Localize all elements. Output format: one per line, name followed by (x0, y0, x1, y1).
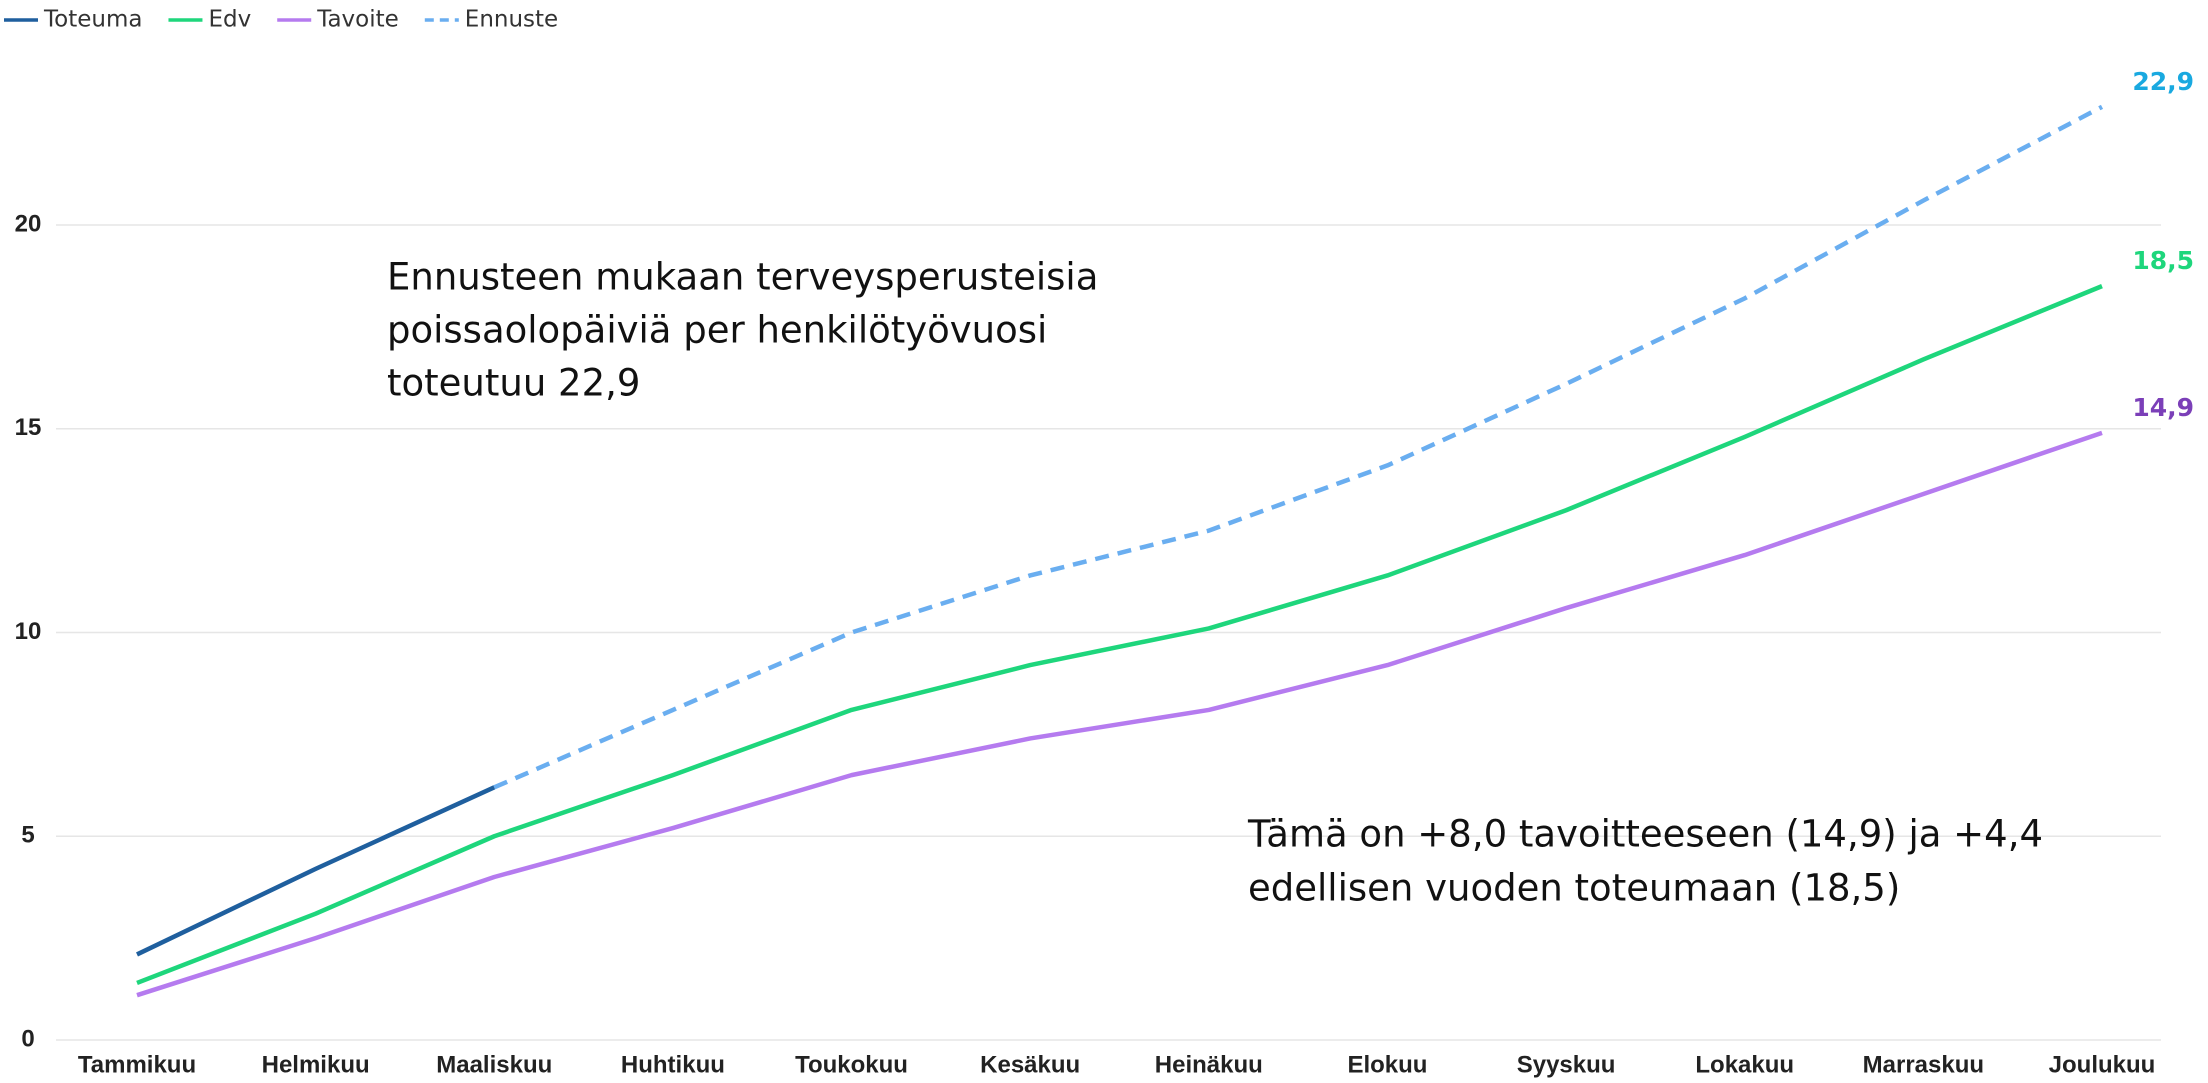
y-tick-label: 0 (21, 1025, 34, 1052)
x-tick-label: Huhtikuu (621, 1051, 725, 1078)
x-tick-label: Lokakuu (1695, 1051, 1794, 1078)
legend-label: Tavoite (316, 7, 399, 33)
line-series (136, 785, 496, 957)
y-tick-label: 15 (15, 414, 42, 441)
x-tick-label: Joulukuu (2049, 1051, 2156, 1078)
annotation: poissaolopäiviä per henkilötyövuosi (387, 309, 1047, 352)
annotation: Ennusteen mukaan terveysperusteisia (387, 256, 1098, 299)
annotation: edellisen vuoden toteumaan (18,5) (1248, 867, 1900, 910)
legend-label: Edv (208, 7, 251, 33)
end-label: 14,9 (2132, 393, 2194, 422)
x-tick-label: Elokuu (1347, 1051, 1427, 1078)
x-tick-label: Kesäkuu (980, 1051, 1080, 1078)
x-tick-label: Heinäkuu (1155, 1051, 1263, 1078)
end-label: 22,9 (2132, 67, 2194, 96)
x-tick-label: Toukokuu (795, 1051, 908, 1078)
y-tick-label: 5 (21, 822, 34, 849)
x-tick-label: Helmikuu (262, 1051, 370, 1078)
end-label: 18,5 (2132, 246, 2194, 275)
line-series (136, 284, 2103, 986)
x-tick-label: Syyskuu (1517, 1051, 1616, 1078)
y-tick-label: 10 (15, 618, 42, 645)
x-tick-label: Marraskuu (1863, 1051, 1984, 1078)
y-tick-label: 20 (15, 210, 42, 237)
x-tick-label: Tammikuu (78, 1051, 196, 1078)
line-series (493, 104, 2104, 790)
line-series (136, 430, 2103, 998)
x-tick-label: Maaliskuu (436, 1051, 552, 1078)
annotation: Tämä on +8,0 tavoitteeseen (14,9) ja +4,… (1247, 813, 2043, 856)
legend-label: Ennuste (465, 7, 558, 33)
legend-label: Toteuma (43, 7, 142, 33)
annotation: toteutuu 22,9 (387, 362, 640, 405)
